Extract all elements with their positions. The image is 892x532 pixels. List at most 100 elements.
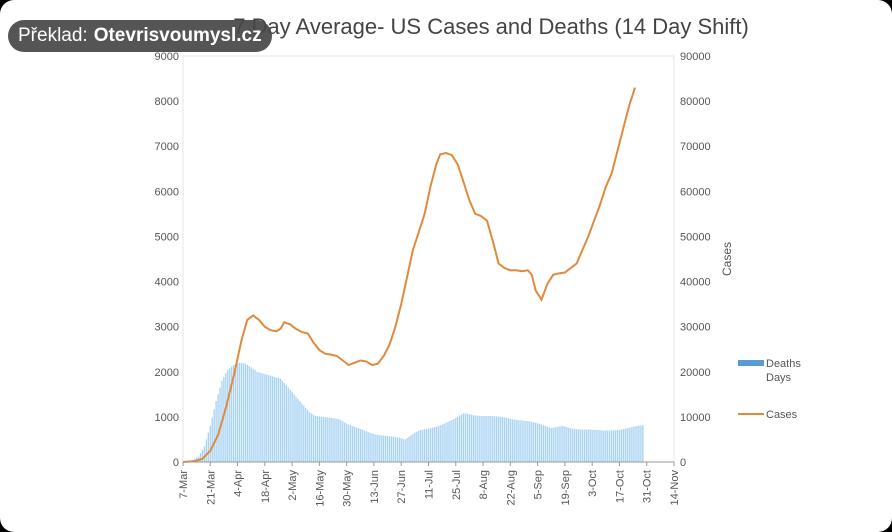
deaths-bar	[525, 420, 527, 462]
deaths-bar	[583, 429, 586, 462]
deaths-bar	[612, 430, 615, 462]
y-right-tick-label: 50000	[680, 231, 711, 243]
deaths-bar	[460, 414, 463, 462]
deaths-bar	[453, 418, 455, 462]
deaths-bar	[285, 385, 287, 462]
deaths-bar	[529, 421, 531, 462]
deaths-bar	[601, 430, 603, 462]
deaths-bar	[455, 417, 457, 462]
deaths-bar	[384, 435, 387, 462]
deaths-bar	[377, 434, 379, 462]
deaths-bar	[421, 429, 424, 462]
deaths-bar	[420, 429, 422, 462]
x-tick-label: 7-Mar	[178, 470, 190, 499]
deaths-bar	[322, 416, 324, 462]
deaths-bar	[305, 407, 307, 462]
deaths-bar	[552, 427, 554, 462]
deaths-bar	[388, 436, 391, 462]
deaths-bar	[640, 425, 642, 462]
deaths-bar	[468, 414, 471, 462]
deaths-bar	[538, 423, 541, 462]
deaths-bar	[517, 420, 519, 462]
deaths-bar	[406, 438, 408, 462]
deaths-bar	[449, 420, 451, 462]
x-tick-label: 8-Aug	[478, 470, 490, 499]
deaths-bar	[252, 368, 254, 462]
deaths-bar	[312, 414, 315, 462]
deaths-bar	[433, 427, 436, 462]
deaths-bar	[591, 429, 593, 462]
deaths-bar	[291, 392, 293, 462]
deaths-bar	[316, 416, 319, 462]
deaths-bar	[404, 439, 406, 462]
deaths-bar	[355, 427, 358, 462]
deaths-bar	[344, 422, 346, 462]
x-tick-label: 31-Oct	[642, 470, 654, 503]
deaths-bar	[213, 409, 215, 462]
deaths-bar	[297, 398, 299, 462]
deaths-bar	[281, 380, 284, 462]
deaths-bar	[501, 417, 504, 462]
deaths-bar	[392, 436, 395, 462]
x-tick-label: 25-Jul	[451, 470, 463, 500]
deaths-bar	[636, 426, 638, 462]
deaths-bar	[232, 365, 235, 462]
deaths-bar	[365, 431, 367, 462]
chart-title: 7 Day Average- US Cases and Deaths (14 D…	[233, 14, 749, 39]
deaths-bar	[338, 419, 340, 462]
deaths-bar	[217, 394, 219, 462]
deaths-bar	[595, 429, 597, 462]
y-right-tick-label: 0	[680, 457, 686, 469]
deaths-bar	[544, 425, 547, 462]
deaths-bar	[476, 415, 478, 462]
deaths-bar	[451, 420, 453, 462]
deaths-bar	[289, 389, 291, 462]
deaths-bar	[521, 420, 523, 462]
deaths-bar	[425, 428, 428, 462]
deaths-bar	[445, 422, 447, 462]
deaths-bar	[334, 418, 336, 462]
deaths-bar	[234, 364, 237, 462]
deaths-bar	[353, 426, 356, 462]
y-right-tick-label: 60000	[680, 186, 711, 198]
deaths-bar	[351, 426, 354, 462]
deaths-bar	[396, 437, 399, 462]
deaths-bar	[275, 377, 278, 462]
deaths-bar	[412, 434, 414, 462]
deaths-bar	[199, 453, 202, 462]
deaths-bar	[447, 421, 449, 462]
deaths-bar	[462, 413, 465, 462]
deaths-bar	[614, 430, 617, 462]
deaths-bar	[310, 413, 313, 462]
translation-badge[interactable]: Překlad: Otevrisvoumysl.cz	[8, 20, 272, 52]
x-tick-label: 3-Oct	[587, 470, 599, 497]
deaths-bar	[470, 414, 473, 462]
deaths-bar	[632, 426, 634, 462]
deaths-bar	[375, 434, 377, 462]
deaths-bar	[225, 373, 227, 462]
deaths-bar	[497, 416, 500, 462]
deaths-bar	[642, 425, 644, 462]
deaths-bar	[242, 363, 245, 462]
y-right-tick-label: 80000	[680, 96, 711, 108]
deaths-bar	[603, 430, 605, 462]
deaths-bar	[441, 424, 443, 462]
deaths-bar	[618, 429, 621, 462]
deaths-bar	[513, 419, 515, 462]
y-right-tick-label: 30000	[680, 322, 711, 334]
deaths-bar	[231, 366, 233, 462]
deaths-bar	[550, 428, 552, 462]
deaths-bar	[548, 427, 550, 462]
deaths-bar	[342, 421, 344, 462]
deaths-bar	[507, 418, 510, 462]
site-link[interactable]: Otevrisvoumysl.cz	[93, 25, 262, 46]
deaths-bar	[410, 435, 412, 462]
deaths-bar	[431, 427, 434, 462]
y-right-tick-label: 90000	[680, 51, 711, 63]
deaths-bar	[509, 418, 512, 462]
y-right-tick-label: 40000	[680, 277, 711, 289]
deaths-bar	[458, 415, 461, 462]
y-left-tick-label: 9000	[155, 51, 179, 63]
x-tick-label: 5-Sep	[533, 470, 545, 499]
